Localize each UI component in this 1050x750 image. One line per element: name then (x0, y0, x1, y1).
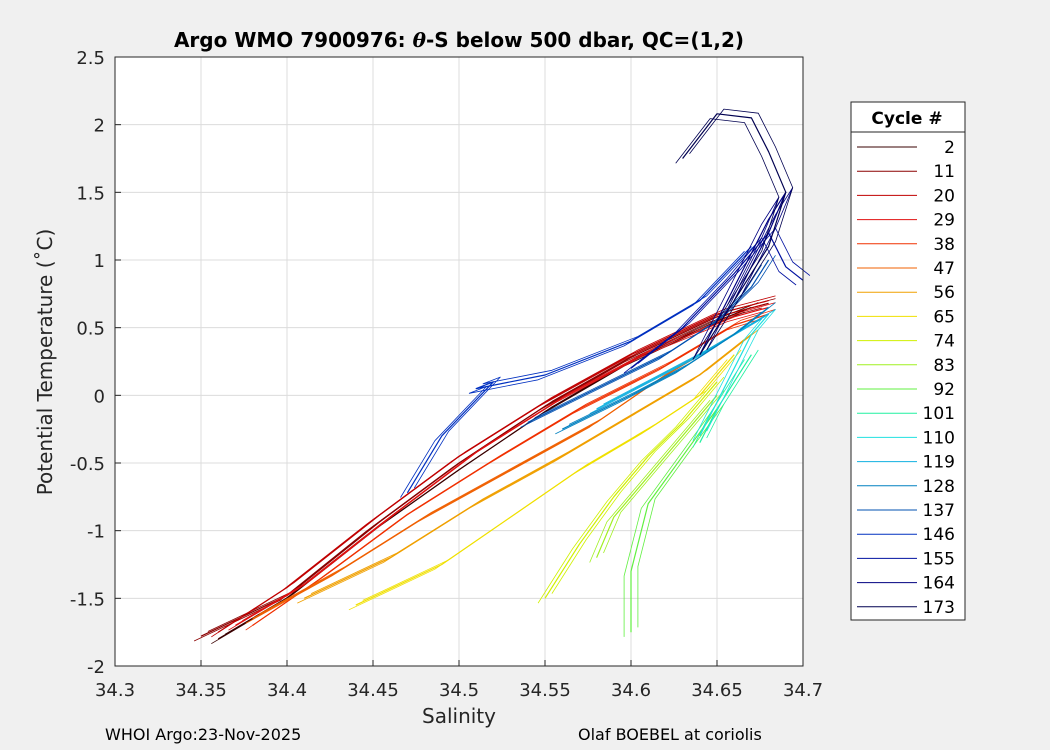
x-tick-label: 34.65 (691, 680, 743, 701)
y-tick-label: 1.5 (76, 183, 105, 204)
series-38 (245, 309, 776, 631)
x-tick-label: 34.7 (783, 680, 823, 701)
series-110 (692, 309, 776, 441)
legend-label: 173 (923, 598, 955, 618)
series-line (310, 329, 759, 594)
y-tick-label: -0.5 (70, 454, 105, 475)
y-tick-label: 2.5 (76, 48, 105, 69)
legend-label: 20 (933, 186, 955, 206)
y-tick-label: 0.5 (76, 319, 105, 340)
y-tick-label: 0 (94, 386, 105, 407)
series-line (699, 313, 770, 437)
series-146 (400, 241, 759, 498)
x-tick-label: 34.4 (267, 680, 307, 701)
series-line (603, 390, 725, 554)
series-128 (555, 302, 776, 435)
x-tick-label: 34.3 (95, 680, 135, 701)
series-56 (297, 329, 759, 604)
series-line (348, 359, 728, 611)
series-line (689, 108, 794, 351)
series-line (259, 309, 776, 622)
series-line (297, 338, 745, 604)
series-173 (675, 108, 794, 360)
legend-label: 47 (933, 259, 955, 279)
legend-label: 65 (933, 307, 955, 327)
series-line (623, 413, 711, 637)
chart-title: Argo WMO 7900976: θ-S below 500 dbar, QC… (174, 28, 744, 52)
series-line (544, 381, 718, 599)
series-137 (520, 255, 776, 428)
y-tick-label: -2 (87, 657, 105, 678)
series-92 (623, 403, 725, 637)
legend-label: 128 (923, 477, 955, 497)
series-line (675, 118, 780, 360)
series-line (706, 187, 794, 351)
y-tick-label: 2 (94, 116, 105, 137)
series-line (406, 246, 752, 494)
series-line (193, 307, 762, 642)
legend-label: 155 (923, 549, 955, 569)
footer-left: WHOI Argo:23-Nov-2025 (105, 725, 302, 744)
legend-label: 164 (923, 574, 955, 594)
series-line (224, 295, 776, 628)
legend-entries: 2 11 20 29 38 47 56 65 74 83 92 101 110 119 128 137 146 1… (857, 138, 955, 618)
series-line (537, 386, 711, 604)
legend-label: 29 (933, 211, 955, 231)
series-line (699, 354, 752, 443)
y-tick-label: 1 (94, 251, 105, 272)
legend-label: 74 (933, 332, 955, 352)
legend-label: 56 (933, 283, 955, 303)
legend-label: 38 (933, 235, 955, 255)
series-line (630, 408, 718, 633)
legend-title: Cycle # (871, 109, 942, 129)
legend-label: 83 (933, 356, 955, 376)
legend-label: 92 (933, 380, 955, 400)
x-tick-labels: 34.3 34.35 34.4 34.45 34.5 34.55 34.6 34.65 34.7 (95, 680, 823, 701)
x-tick-label: 34.5 (439, 680, 479, 701)
x-axis-label: Salinity (422, 704, 496, 728)
series-line (589, 399, 711, 563)
x-tick-label: 34.45 (347, 680, 399, 701)
legend-label: 146 (923, 525, 955, 545)
series-line (245, 318, 762, 631)
series-164 (692, 187, 794, 360)
x-tick-label: 34.6 (611, 680, 651, 701)
legend-label: 101 (923, 404, 955, 424)
legend-label: 2 (944, 138, 955, 158)
legend-label: 11 (933, 162, 955, 182)
legend-box (850, 101, 966, 621)
series-20 (211, 295, 776, 638)
x-tick-label: 34.35 (175, 680, 227, 701)
series-line (706, 349, 759, 439)
legend: Cycle # 2 11 20 29 38 47 56 65 74 83 92 101 110 119 12… (850, 101, 966, 621)
series-line (682, 113, 787, 356)
series-line (706, 309, 776, 432)
y-tick-labels: -2 -1.5 -1 -0.5 0 0.5 1 1.5 2 2.5 (70, 48, 105, 678)
series-line (692, 196, 780, 360)
y-tick-label: -1 (87, 522, 105, 543)
series-line (551, 376, 725, 594)
series-line (555, 311, 762, 435)
footer-right: Olaf BOEBEL at coriolis (578, 725, 762, 744)
x-tick-label: 34.55 (519, 680, 571, 701)
series-line (211, 304, 762, 638)
y-tick-label: -1.5 (70, 589, 105, 610)
series-line (699, 191, 787, 355)
series-83 (589, 390, 725, 563)
legend-label: 119 (923, 453, 955, 473)
legend-label: 137 (923, 501, 955, 521)
y-axis-label: Potential Temperature (˚C) (33, 229, 57, 496)
plot-frame (114, 56, 804, 667)
series-line (400, 250, 745, 498)
legend-label: 110 (923, 428, 955, 448)
series-line (692, 318, 763, 441)
series-line (596, 394, 718, 558)
series-line (637, 403, 725, 628)
series-74 (537, 376, 725, 604)
series-group (193, 108, 811, 645)
series-line (520, 264, 763, 428)
